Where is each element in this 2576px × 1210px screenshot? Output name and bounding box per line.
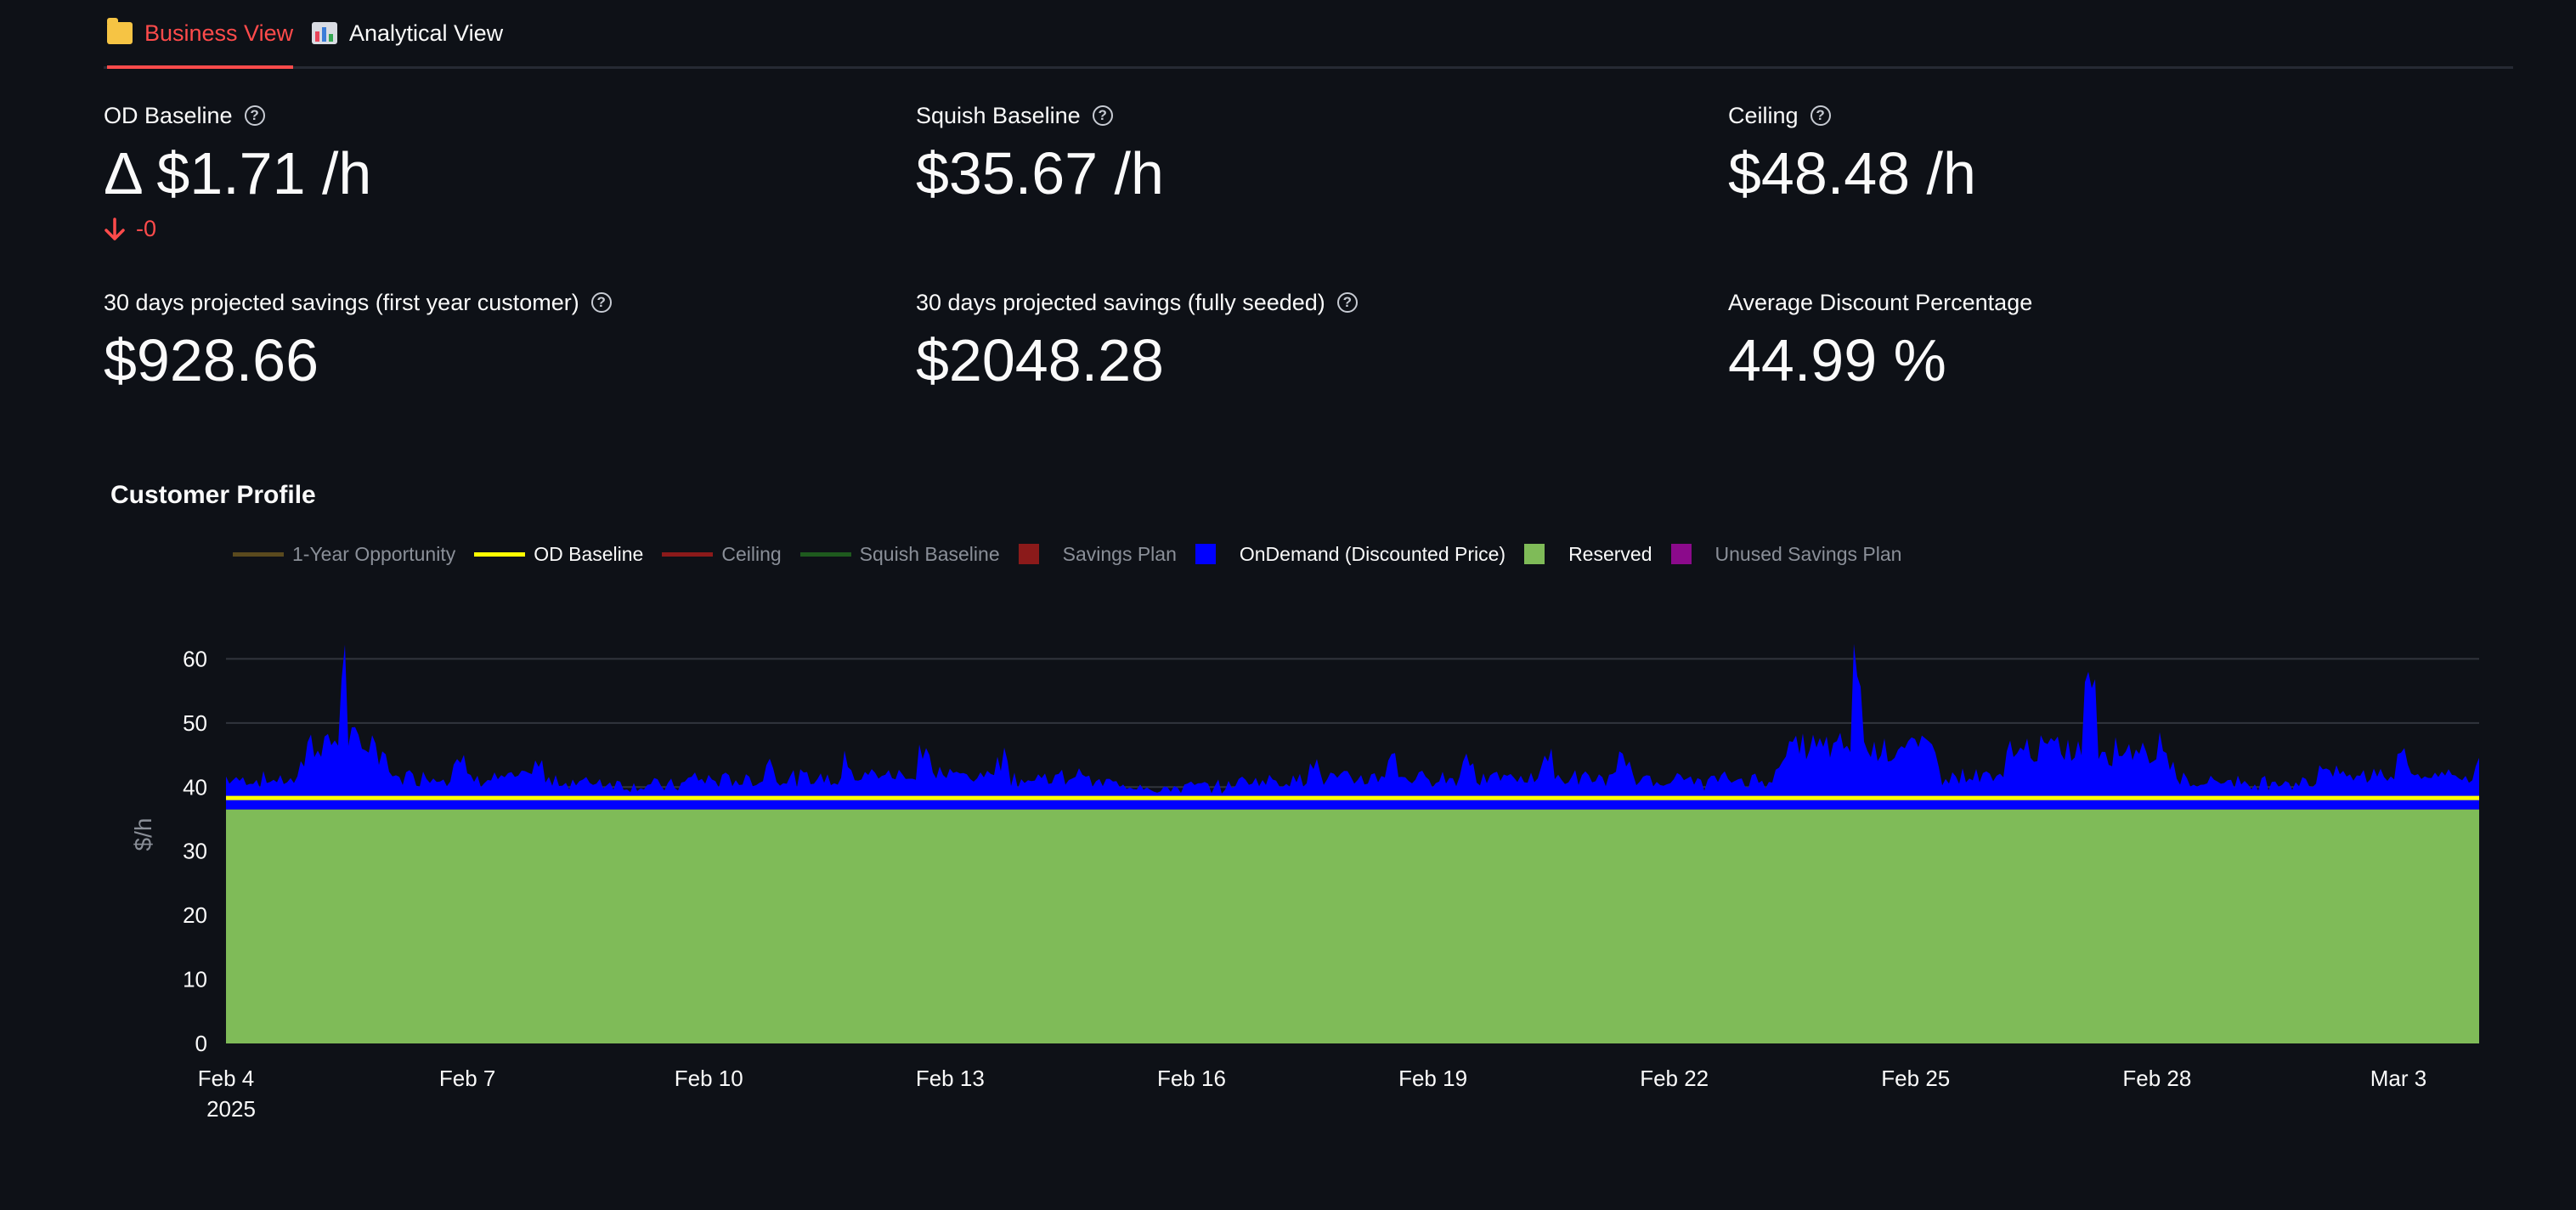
y-tick-label: 20	[183, 902, 207, 928]
x-tick-label: Feb 22	[1640, 1066, 1709, 1091]
legend-label: OD Baseline	[534, 542, 644, 565]
x-tick-label: Feb 16	[1157, 1066, 1226, 1091]
metric-delta: -0	[104, 216, 868, 242]
view-tabs: Business View Analytical View	[104, 0, 2513, 69]
metric-avg-discount: Average Discount Percentage 44.99 %	[1728, 286, 2493, 396]
legend-swatch	[1524, 544, 1545, 564]
tab-business-view[interactable]: Business View	[107, 0, 294, 69]
legend-item-unused-savings-plan[interactable]: Unused Savings Plan	[1670, 542, 1902, 566]
legend-label: 1-Year Opportunity	[292, 542, 456, 565]
metric-ceiling: Ceiling? $48.48 /h	[1728, 99, 2493, 209]
legend-label: Squish Baseline	[859, 542, 1000, 565]
tab-analytical-view-label: Analytical View	[349, 20, 504, 46]
metric-savings-fully-seeded: 30 days projected savings (fully seeded)…	[916, 286, 1681, 396]
metric-value: 44.99 %	[1728, 327, 1946, 393]
x-tick-year: 2025	[206, 1096, 256, 1122]
y-tick-label: 10	[183, 967, 207, 992]
ondemand-area	[226, 643, 2479, 810]
arrow-down-icon	[105, 217, 125, 240]
metric-squish-baseline: Squish Baseline? $35.67 /h	[916, 99, 1681, 209]
metric-label: OD Baseline	[104, 102, 233, 128]
legend-item-ondemand-discounted-price[interactable]: OnDemand (Discounted Price)	[1195, 543, 1505, 566]
legend-item-od-baseline[interactable]: OD Baseline	[474, 543, 643, 566]
x-tick-label: Feb 28	[2122, 1066, 2191, 1091]
reserved-area	[226, 809, 2479, 1043]
legend-swatch	[474, 551, 526, 557]
legend-label: Unused Savings Plan	[1715, 542, 1902, 565]
help-icon[interactable]: ?	[590, 292, 612, 313]
legend-swatch	[1018, 544, 1039, 564]
x-tick-label: Feb 10	[675, 1066, 743, 1091]
metric-value: $48.48 /h	[1728, 140, 1976, 206]
tab-analytical-view[interactable]: Analytical View	[312, 0, 503, 66]
metric-value: $2048.28	[916, 327, 1164, 393]
help-icon[interactable]: ?	[244, 105, 265, 126]
legend-item-reserved[interactable]: Reserved	[1524, 543, 1652, 566]
legend-swatch	[233, 551, 284, 557]
legend-item-ceiling[interactable]: Ceiling	[662, 542, 782, 566]
metric-label: 30 days projected savings (first year cu…	[104, 289, 579, 315]
chart-title: Customer Profile	[110, 481, 316, 509]
legend-swatch	[1195, 544, 1216, 564]
legend-label: Reserved	[1568, 542, 1652, 565]
legend-item-squish-baseline[interactable]: Squish Baseline	[799, 542, 1000, 566]
folder-icon	[107, 18, 133, 44]
metric-label: 30 days projected savings (fully seeded)	[916, 289, 1325, 315]
y-tick-label: 60	[183, 646, 207, 671]
legend-swatch	[1670, 544, 1692, 564]
y-tick-label: 40	[183, 774, 207, 800]
tab-business-view-label: Business View	[144, 20, 294, 46]
legend-swatch	[662, 551, 714, 557]
legend-label: Ceiling	[721, 542, 782, 565]
help-icon[interactable]: ?	[1092, 105, 1113, 126]
metric-value: $35.67 /h	[916, 140, 1164, 206]
metric-od-baseline: OD Baseline? Δ $1.71 /h -0	[104, 99, 868, 242]
x-tick-label: Feb 4	[198, 1066, 255, 1091]
legend-item-savings-plan[interactable]: Savings Plan	[1018, 542, 1177, 566]
x-tick-label: Feb 19	[1398, 1066, 1467, 1091]
chart-legend: 1-Year Opportunity OD Baseline Ceiling Squi…	[233, 539, 1920, 569]
y-tick-label: 30	[183, 839, 207, 864]
help-icon[interactable]: ?	[1810, 105, 1831, 126]
metric-savings-first-year: 30 days projected savings (first year cu…	[104, 286, 868, 396]
legend-swatch	[799, 551, 851, 557]
metric-label: Ceiling	[1728, 102, 1799, 128]
legend-item-1-year-opportunity[interactable]: 1-Year Opportunity	[233, 543, 455, 566]
help-icon[interactable]: ?	[1336, 292, 1358, 313]
bar-chart-icon	[312, 22, 337, 44]
legend-label: Savings Plan	[1062, 542, 1177, 565]
x-tick-label: Mar 3	[2370, 1066, 2426, 1091]
metric-label: Squish Baseline	[916, 102, 1081, 128]
x-tick-label: Feb 7	[439, 1066, 496, 1091]
x-tick-label: Feb 13	[916, 1066, 985, 1091]
metric-delta-value: -0	[136, 216, 157, 241]
y-tick-label: 0	[195, 1031, 207, 1056]
x-tick-label: Feb 25	[1881, 1066, 1950, 1091]
metric-value: $928.66	[104, 327, 319, 393]
y-axis-label: $/h	[130, 818, 156, 851]
y-tick-label: 50	[183, 710, 207, 736]
legend-label: OnDemand (Discounted Price)	[1239, 542, 1506, 565]
metric-label: Average Discount Percentage	[1728, 289, 2033, 315]
metric-value: Δ $1.71 /h	[104, 140, 372, 206]
